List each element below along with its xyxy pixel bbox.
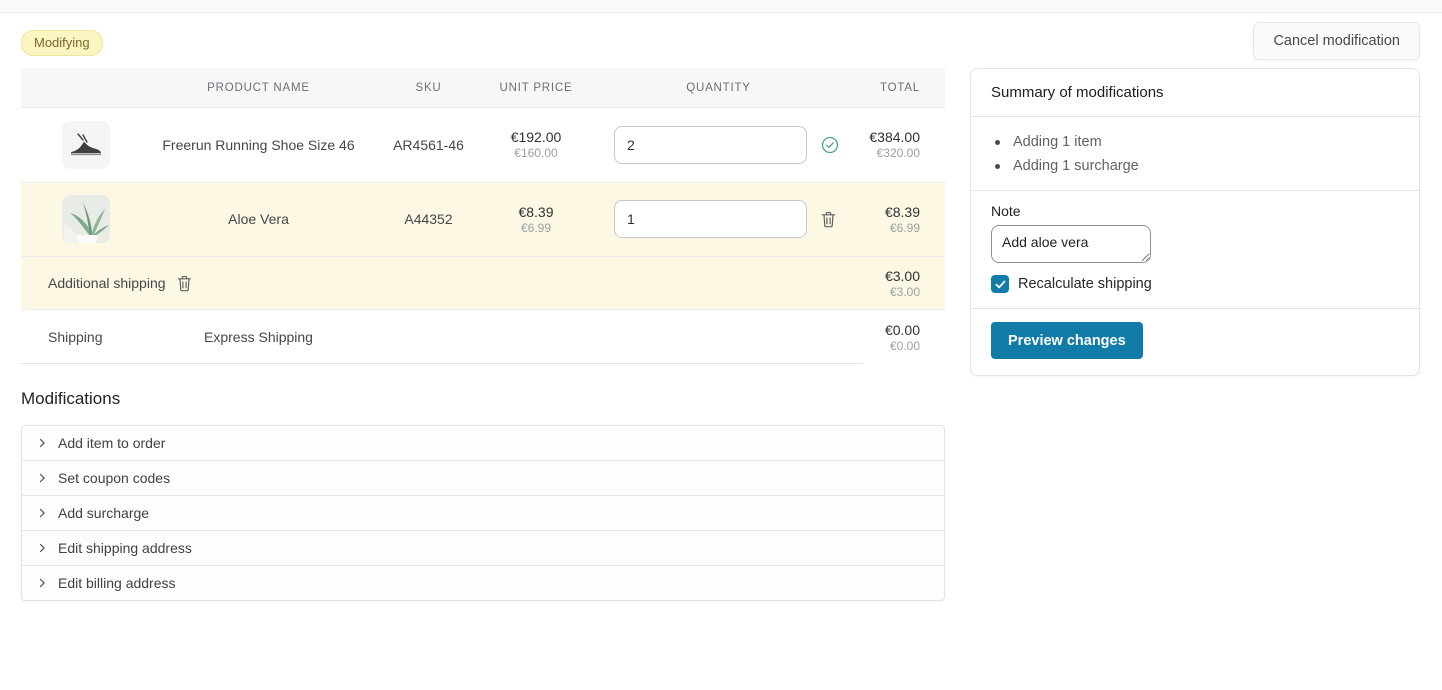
accordion-item-add-item[interactable]: Add item to order [22, 426, 944, 461]
summary-item: Adding 1 item [995, 130, 1399, 154]
summary-item: Adding 1 surcharge [995, 154, 1399, 178]
modifications-accordion: Add item to order Set coupon codes Add s… [21, 425, 945, 601]
accordion-item-label: Add surcharge [58, 505, 150, 521]
summary-card: Summary of modifications Adding 1 item A… [970, 68, 1420, 376]
table-row-highlighted: Aloe Vera A44352 €8.39 €6.99 [21, 182, 945, 257]
accordion-item-label: Add item to order [58, 435, 166, 451]
top-divider [0, 0, 1442, 13]
chevron-right-icon [36, 507, 48, 519]
summary-title: Summary of modifications [971, 69, 1419, 117]
summary-list: Adding 1 item Adding 1 surcharge [971, 117, 1419, 191]
unit-price-old: €160.00 [514, 146, 558, 161]
table-row: Freerun Running Shoe Size 46 AR4561-46 €… [21, 108, 945, 183]
row-total: €8.39 €6.99 [856, 203, 945, 236]
surcharge-total: €3.00 €3.00 [856, 267, 945, 300]
unit-price-new: €8.39 [518, 203, 554, 220]
shipping-total: €0.00 €0.00 [856, 321, 945, 354]
trash-icon [821, 211, 836, 228]
accordion-item-label: Edit shipping address [58, 540, 192, 556]
unit-price-old: €6.99 [520, 220, 552, 235]
surcharge-row: Additional shipping €3.00 €3.00 [21, 257, 945, 310]
modifications-title: Modifications [21, 389, 121, 408]
surcharge-total-old: €3.00 [889, 284, 920, 299]
sneaker-icon [62, 120, 110, 169]
remove-surcharge-button[interactable] [177, 275, 192, 292]
chevron-right-icon [36, 472, 48, 484]
unit-price-new: €192.00 [510, 129, 562, 146]
row-total-new: €384.00 [869, 129, 920, 146]
row-total: €384.00 €320.00 [856, 128, 945, 161]
trash-icon [177, 275, 191, 291]
accordion-item-coupon-codes[interactable]: Set coupon codes [22, 461, 944, 496]
shipping-label: Shipping [48, 329, 103, 345]
accordion-item-add-surcharge[interactable]: Add surcharge [22, 496, 944, 531]
product-image-aloe [62, 195, 110, 244]
product-name: Freerun Running Shoe Size 46 [162, 136, 355, 153]
note-section: Note Add aloe vera Recalculate shipping [971, 191, 1419, 309]
product-sku: A44352 [404, 211, 453, 228]
shipping-total-new: €0.00 [884, 321, 920, 338]
chevron-right-icon [36, 542, 48, 554]
quantity-saved-icon [821, 136, 839, 154]
surcharge-label: Additional shipping [48, 275, 166, 291]
preview-changes-button[interactable]: Preview changes [991, 322, 1143, 359]
row-total-old: €6.99 [889, 220, 920, 235]
quantity-input[interactable] [614, 125, 807, 164]
product-sku: AR4561-46 [393, 136, 464, 153]
remove-item-button[interactable] [821, 211, 836, 228]
header-quantity: QUANTITY [686, 81, 751, 94]
note-input[interactable]: Add aloe vera [991, 225, 1151, 263]
chevron-right-icon [36, 577, 48, 589]
order-items-table: PRODUCT NAME SKU UNIT PRICE QUANTITY TOT… [21, 68, 945, 364]
header-total: TOTAL [880, 81, 920, 94]
quantity-input[interactable] [614, 200, 807, 239]
accordion-item-label: Set coupon codes [58, 470, 171, 486]
product-image-sneaker [62, 120, 110, 169]
unit-price: €8.39 €6.99 [491, 203, 581, 236]
accordion-item-label: Edit billing address [58, 575, 176, 591]
accordion-item-edit-shipping-address[interactable]: Edit shipping address [22, 531, 944, 566]
surcharge-total-new: €3.00 [884, 267, 920, 284]
table-header-row: PRODUCT NAME SKU UNIT PRICE QUANTITY TOT… [21, 68, 945, 108]
accordion-item-edit-billing-address[interactable]: Edit billing address [22, 566, 944, 600]
chevron-right-icon [36, 437, 48, 449]
header-product-name: PRODUCT NAME [207, 81, 310, 94]
checkbox-check-icon [991, 275, 1009, 293]
shipping-row: Shipping Express Shipping €0.00 €0.00 [21, 310, 945, 364]
recalculate-label: Recalculate shipping [1018, 276, 1152, 292]
shipping-method: Express Shipping [204, 329, 313, 345]
product-name: Aloe Vera [228, 211, 289, 228]
status-badge: Modifying [21, 30, 103, 56]
unit-price: €192.00 €160.00 [491, 128, 581, 161]
header-sku: SKU [415, 81, 442, 94]
row-total-new: €8.39 [884, 203, 920, 220]
header-unit-price: UNIT PRICE [499, 81, 573, 94]
cancel-modification-button[interactable]: Cancel modification [1253, 22, 1420, 60]
shipping-total-old: €0.00 [889, 338, 920, 353]
recalculate-shipping-option[interactable]: Recalculate shipping [991, 275, 1399, 293]
aloe-plant-icon [62, 195, 110, 244]
row-total-old: €320.00 [876, 146, 920, 161]
note-label: Note [991, 203, 1021, 219]
toolbar: Modifying Cancel modification [21, 13, 1420, 68]
